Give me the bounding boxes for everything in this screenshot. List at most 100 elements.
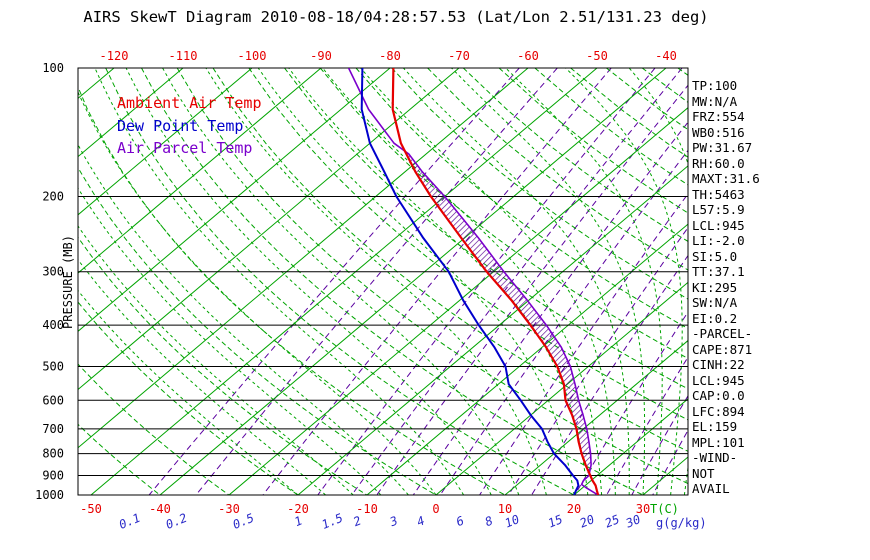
dry-adiabat: [176, 68, 688, 485]
isotherm: [159, 68, 667, 495]
stat-line: EL:159: [692, 419, 738, 434]
moist-adiabat: [94, 68, 465, 495]
dry-adiabat: [105, 68, 575, 495]
isotherm: [573, 398, 688, 495]
legend-dew-point-temp: Dew Point Temp: [117, 116, 244, 135]
top-temp-tick-label: -50: [586, 49, 608, 63]
moist-adiabat: [205, 68, 547, 495]
moist-adiabat: [360, 68, 616, 495]
mixing-ratio-line: [376, 84, 688, 495]
stat-line: MW:N/A: [692, 93, 738, 109]
mixing-ratio-tick-label: 15: [546, 512, 565, 530]
stat-line: AVAIL: [692, 481, 730, 496]
mixing-ratio-line: [412, 121, 688, 495]
mixing-ratio-tick-label: 1.5: [320, 511, 345, 532]
moist-adiabat: [125, 68, 492, 495]
stat-line: LCL:945: [692, 372, 745, 388]
bottom-temp-tick-label: -10: [356, 502, 378, 516]
dry-adiabat: [78, 301, 299, 495]
mixing-ratio-line: [351, 68, 683, 495]
isotherm: [504, 339, 688, 495]
mixing-ratio-line: [531, 254, 688, 495]
bottom-temp-tick-label: 10: [498, 502, 512, 516]
mixing-ratio-tick-label: 0.1: [117, 511, 142, 532]
moist-adiabat: [257, 68, 575, 495]
pressure-tick-label: 700: [42, 422, 64, 436]
isotherm: [435, 281, 688, 495]
stat-line: -PARCEL-: [692, 326, 753, 341]
mixing-ratio-line: [606, 356, 688, 495]
isotherm: [228, 107, 688, 495]
stat-line: KI:295: [692, 279, 738, 295]
mixing-ratio-tick-label: 25: [603, 512, 622, 530]
mixing-ratio-tick-label: 20: [578, 512, 597, 530]
ambient-air-temp-curve: [391, 68, 600, 495]
bottom-temp-tick-label: -20: [287, 502, 309, 516]
stat-line: EI:0.2: [692, 310, 738, 326]
mixing-ratio-line: [508, 226, 688, 495]
pressure-tick-label: 200: [42, 190, 64, 204]
stat-line: SW:N/A: [692, 295, 738, 310]
stat-line: MAXT:31.6: [692, 171, 760, 186]
isotherm: [297, 165, 688, 495]
isotherm: [78, 68, 253, 216]
pressure-tick-label: 500: [42, 359, 64, 373]
stat-line: L57:5.9: [692, 202, 745, 217]
top-temp-tick-label: -80: [379, 49, 401, 63]
dry-adiabat: [78, 166, 437, 495]
stat-line: NOT: [692, 465, 715, 481]
pressure-tick-label: 100: [42, 61, 64, 75]
chart-title: AIRS SkewT Diagram 2010-08-18/04:28:57.5…: [83, 8, 709, 26]
stat-line: PW:31.67: [692, 140, 753, 155]
moist-adiabat: [451, 68, 646, 495]
stat-line: TH:5463: [692, 186, 745, 202]
stat-line: WB0:516: [692, 124, 745, 140]
moist-adiabat-lines: [78, 68, 688, 495]
top-temp-tick-label: -110: [169, 49, 198, 63]
mixing-ratio-lines: [148, 68, 688, 495]
dry-adiabat: [78, 85, 506, 495]
stat-line: -WIND-: [692, 450, 738, 465]
legend-ambient-air-temp: Ambient Air Temp: [117, 94, 262, 112]
moist-adiabat: [288, 68, 589, 495]
top-temp-tick-label: -70: [448, 49, 470, 63]
pressure-tick-label: 600: [42, 393, 64, 407]
mixing-axis-label: g(g/kg): [656, 516, 707, 530]
bottom-temp-tick-label: -50: [80, 502, 102, 516]
stat-line: MPL:101: [692, 434, 745, 450]
moist-adiabat: [78, 143, 409, 495]
bottom-temp-tick-label: 20: [567, 502, 581, 516]
top-temp-tick-label: -60: [517, 49, 539, 63]
bottom-temp-tick-label: -30: [218, 502, 240, 516]
dew-point-temp-curve: [360, 68, 580, 495]
stat-line: RH:60.0: [692, 155, 745, 171]
mixing-ratio-tick-label: 4: [415, 513, 427, 529]
bottom-temp-tick-label: 30: [636, 502, 650, 516]
stat-line: LCL:945: [692, 217, 745, 233]
stat-line: SI:5.0: [692, 248, 738, 264]
mixing-ratio-line: [439, 149, 688, 495]
moist-adiabat: [78, 225, 354, 495]
isotherm: [78, 68, 529, 449]
stat-line: TP:100: [692, 78, 738, 93]
mixing-ratio-tick-label: 30: [623, 512, 643, 531]
moist-adiabat: [78, 187, 382, 495]
isotherm: [366, 223, 688, 495]
stat-line: TT:37.1: [692, 264, 745, 279]
plot-border: [77, 67, 689, 496]
moist-adiabat: [322, 68, 603, 495]
temp-axis-label: T(C): [650, 502, 679, 516]
isotherm: [0, 68, 45, 495]
stat-line: CAPE:871: [692, 341, 753, 357]
stat-line: CINH:22: [692, 357, 745, 372]
stat-line: LFC:894: [692, 403, 745, 419]
isotherm: [78, 68, 460, 391]
bottom-temp-tick-label: -40: [149, 502, 171, 516]
mixing-ratio-line: [479, 193, 688, 495]
dry-adiabat: [248, 68, 688, 421]
moist-adiabat: [162, 68, 520, 495]
mixing-ratio-line: [195, 68, 558, 495]
isotherm: [90, 68, 598, 495]
